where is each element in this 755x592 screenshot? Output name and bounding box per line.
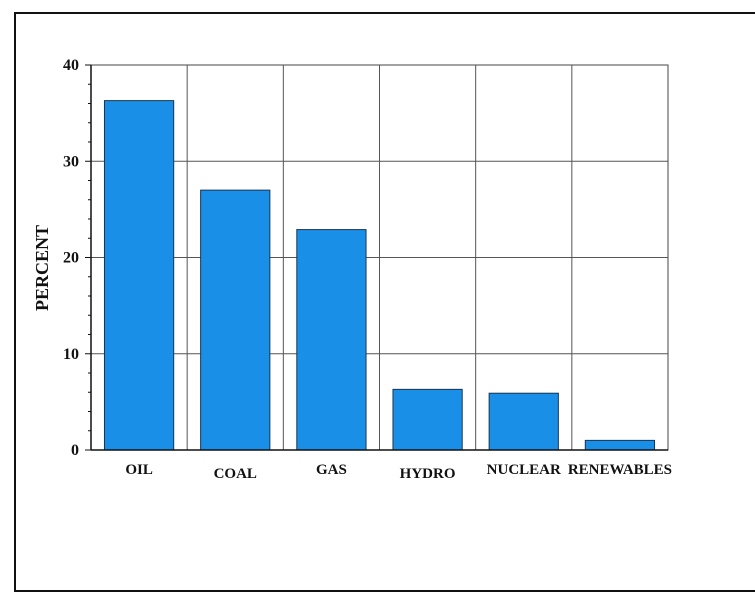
y-tick-label: 20 [63,250,79,267]
x-category-label: OIL [125,462,153,478]
x-category-label: GAS [316,462,347,478]
bar-nuclear [488,392,559,451]
y-tick-labels: 0 10 20 30 40 [63,57,79,459]
x-category-label: NUCLEAR [487,462,561,478]
axes [85,64,668,451]
bar-coal [200,189,271,451]
grid-lines [90,64,669,451]
bar-gas [296,229,367,451]
y-tick-label: 10 [63,346,79,363]
x-category-label: RENEWABLES [568,462,672,478]
y-tick-label: 30 [63,153,79,170]
bar-renewables [584,439,656,451]
y-tick-label: 0 [71,442,79,459]
bar-chart: 0 10 20 30 40 OIL COAL GAS HYDRO NUCLEAR RENEWABL… [32,57,672,482]
x-category-label: COAL [214,466,257,482]
y-tick-label: 40 [63,57,79,74]
bar-oil [103,100,175,451]
x-category-labels: OIL COAL GAS HYDRO NUCLEAR RENEWABLES [125,462,672,482]
bar-hydro [392,388,463,451]
y-axis-label: PERCENT [32,225,52,311]
bars [103,100,656,451]
x-category-label: HYDRO [400,466,456,482]
